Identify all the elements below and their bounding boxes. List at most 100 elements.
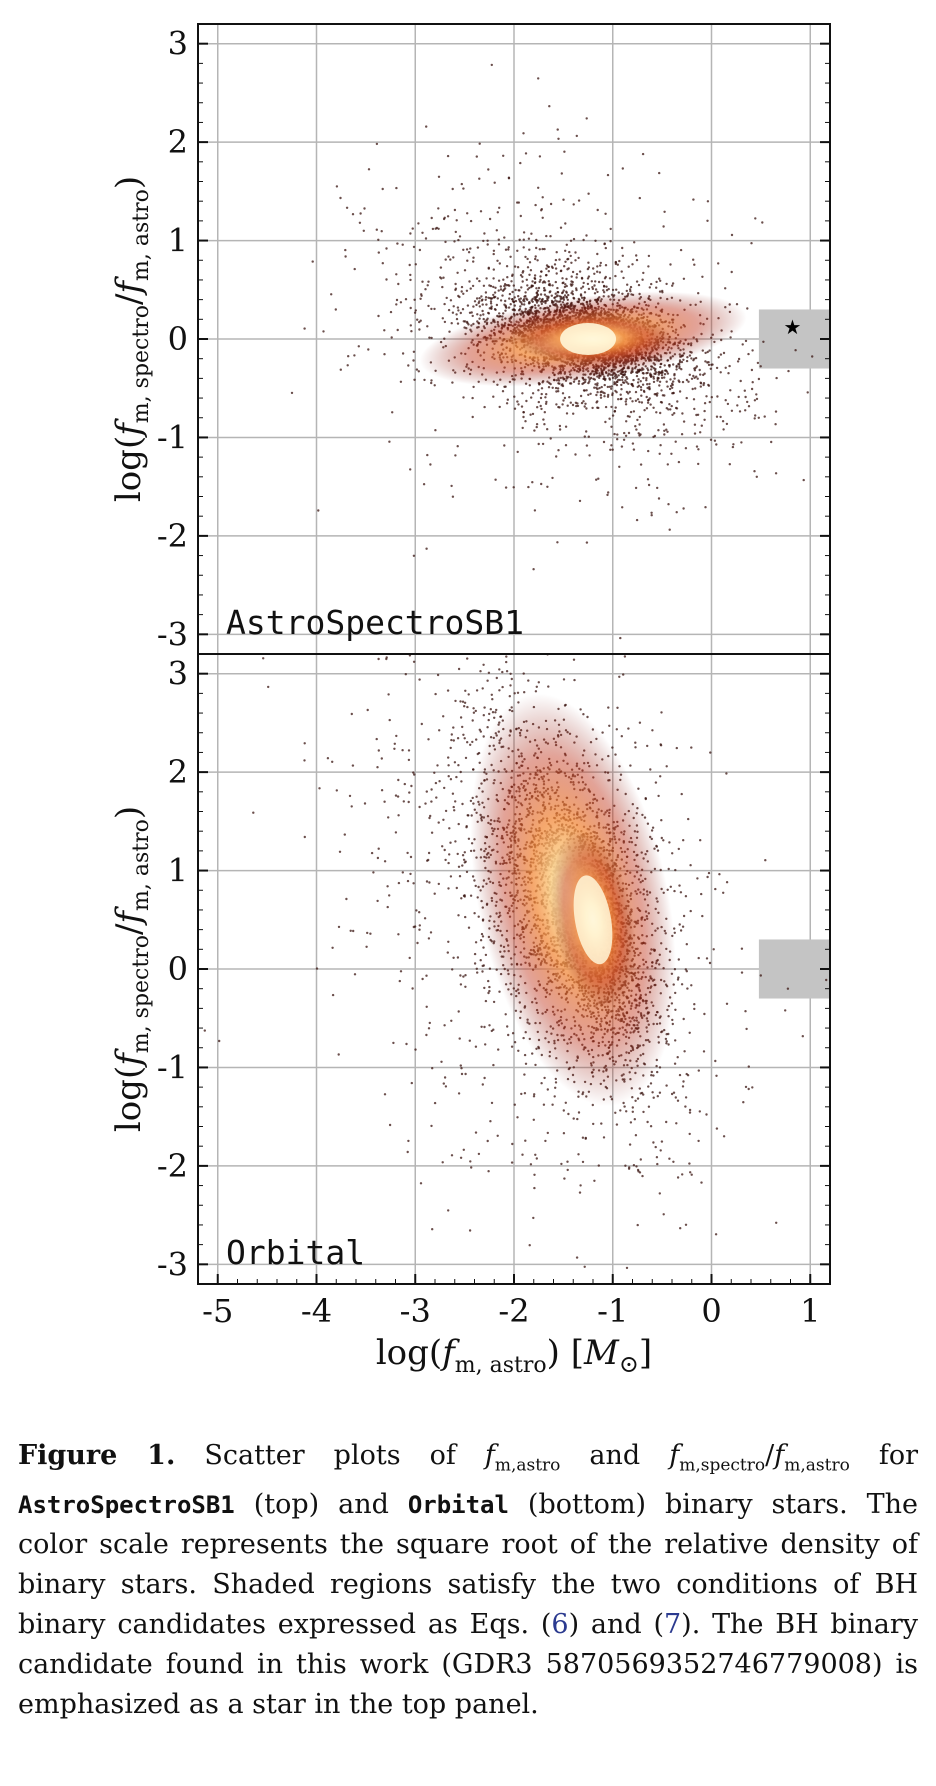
data-point [681,412,684,415]
data-point [659,365,662,369]
data-point [695,365,699,368]
data-point [606,385,609,389]
data-point [699,385,702,388]
data-point [707,361,710,364]
data-point [521,271,524,274]
data-point [682,507,685,510]
data-point [496,297,499,300]
data-point [555,272,558,275]
data-point [623,431,626,435]
data-point [511,298,514,301]
data-point [527,237,531,240]
data-point [651,1091,654,1094]
data-point [625,375,628,379]
data-point [774,410,778,413]
data-point [658,370,661,374]
data-point [578,499,582,503]
data-point [412,359,415,362]
data-point [483,405,486,409]
data-point [545,393,548,396]
data-point [449,299,453,302]
data-point [531,412,535,416]
data-point [547,296,550,299]
data-point [496,211,499,214]
data-point [490,297,494,300]
data-point [385,278,388,281]
data-point [545,273,548,277]
data-point [556,291,559,294]
data-point [594,239,597,242]
data-point [560,172,563,175]
data-point [759,365,762,368]
data-point [650,514,653,517]
data-point [587,381,590,385]
data-point [658,384,661,387]
data-point [629,285,633,289]
data-point [545,234,548,238]
data-point [544,402,548,405]
data-point [451,187,454,191]
data-point [737,395,740,399]
data-point [621,506,624,509]
data-point [697,462,700,466]
data-point [562,198,565,201]
data-point [334,308,337,311]
data-point [744,409,747,412]
data-point [469,247,472,250]
data-point [757,377,761,381]
data-point [628,390,631,394]
data-point [322,330,325,333]
data-point [476,246,480,249]
data-point [344,248,347,252]
data-point [520,303,524,306]
data-point [611,448,614,451]
data-point [656,376,659,379]
data-point [626,415,630,418]
data-point [478,300,481,303]
data-point [598,386,601,390]
data-point [635,428,638,431]
data-point [426,325,429,328]
data-point [466,212,469,215]
data-point [594,280,597,283]
data-point [728,463,731,466]
data-point [650,282,653,286]
data-point [461,308,465,311]
data-point [390,336,393,339]
data-point [673,377,676,380]
data-point [433,384,436,387]
data-point [645,379,648,382]
data-point [408,263,411,267]
data-point [690,377,694,380]
data-point [627,382,630,385]
data-point [339,196,342,200]
data-point [524,255,527,259]
data-point [395,273,398,276]
data-point [494,478,497,481]
data-point [564,260,567,263]
data-point [492,395,495,398]
data-point [685,396,688,400]
data-point [362,229,365,232]
data-point [625,381,628,384]
data-point [353,267,356,271]
data-point [537,442,540,446]
data-point [511,273,514,276]
data-point [528,273,531,276]
data-point [639,386,643,389]
data-point [517,201,520,204]
data-point [531,392,535,395]
data-point [578,270,582,273]
data-point [673,372,676,376]
data-point [412,245,416,249]
data-point [627,392,630,395]
data-point [456,445,459,448]
data-point [653,372,656,375]
data-point [709,438,713,441]
data-point [724,399,727,402]
data-point [418,320,421,324]
data-point [538,297,541,300]
data-point [565,284,568,288]
data-point [571,270,575,274]
data-point [655,371,658,374]
